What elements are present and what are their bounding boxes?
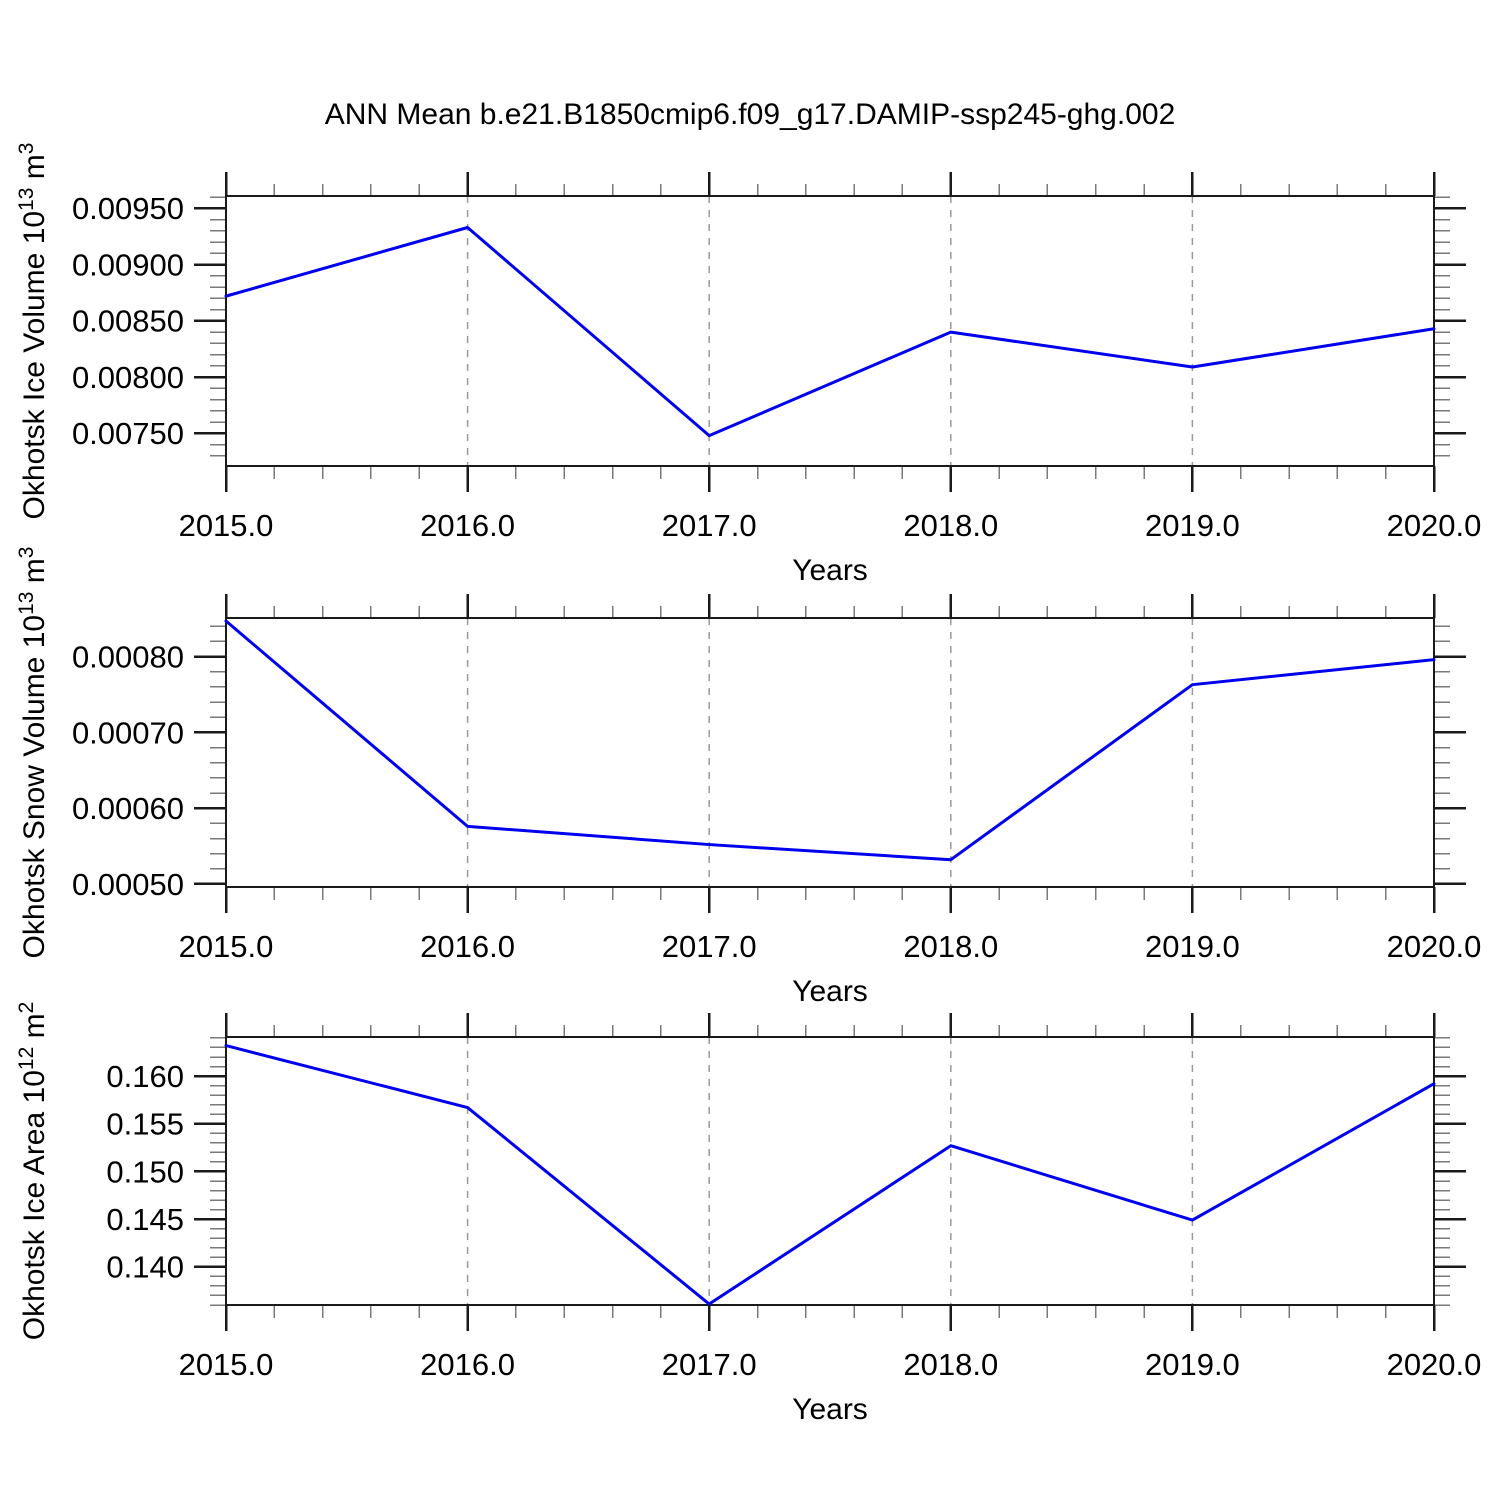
chart-panel-3: 0.140 0.145 0.150 0.155 0.160 2015.0 2016.0 201… (15, 1002, 1481, 1426)
x-axis-title: Years (792, 975, 868, 1008)
x-tick-label: 2017.0 (662, 508, 757, 543)
chart-panel-1: 0.00750 0.00800 0.00850 0.00900 0.00950 2015.… (15, 143, 1481, 587)
data-line-series (224, 1044, 1436, 1306)
y-axis-title: Okhotsk Snow Volume 1013 m3 (15, 547, 51, 959)
y-axis-title: Okhotsk Ice Volume 1013 m3 (15, 143, 51, 520)
x-tick-label: 2016.0 (420, 1347, 515, 1382)
x-tick-label: 2019.0 (1145, 1347, 1240, 1382)
x-tick-label: 2018.0 (903, 1347, 998, 1382)
x-tick-label: 2015.0 (179, 1347, 274, 1382)
x-tick-label: 2018.0 (903, 929, 998, 964)
x-tick-label: 2017.0 (662, 1347, 757, 1382)
x-tick-label: 2016.0 (420, 929, 515, 964)
x-tick-label: 2020.0 (1387, 929, 1482, 964)
x-tick-label: 2018.0 (903, 508, 998, 543)
x-tick-label: 2020.0 (1387, 1347, 1482, 1382)
y-axis-title: Okhotsk Ice Area 1012 m2 (15, 1002, 51, 1341)
x-tick-label: 2019.0 (1145, 929, 1240, 964)
x-tick-label: 2015.0 (179, 929, 274, 964)
data-line-series (224, 226, 1436, 438)
y-tick-label: 0.00070 (72, 715, 184, 750)
y-tick-label: 0.00800 (72, 360, 184, 395)
plot-frame (225, 195, 1435, 467)
plot-frame (225, 617, 1435, 888)
chart-panel-2: 0.00050 0.00060 0.00070 0.00080 2015.0 2016.0… (15, 547, 1481, 1008)
y-tick-label: 0.00750 (72, 416, 184, 451)
y-tick-label: 0.145 (106, 1202, 184, 1237)
x-axis-title: Years (792, 1393, 868, 1426)
y-tick-label: 0.00060 (72, 791, 184, 826)
x-tick-label: 2019.0 (1145, 508, 1240, 543)
x-tick-label: 2020.0 (1387, 508, 1482, 543)
y-tick-label: 0.160 (106, 1059, 184, 1094)
y-tick-label: 0.00850 (72, 304, 184, 339)
plot-frame (225, 1036, 1435, 1306)
y-tick-label: 0.00950 (72, 191, 184, 226)
y-tick-label: 0.00050 (72, 867, 184, 902)
x-tick-label: 2017.0 (662, 929, 757, 964)
x-tick-label: 2015.0 (179, 508, 274, 543)
x-tick-label: 2016.0 (420, 508, 515, 543)
y-tick-label: 0.150 (106, 1154, 184, 1189)
y-tick-label: 0.140 (106, 1250, 184, 1285)
x-axis-title: Years (792, 554, 868, 587)
y-tick-label: 0.155 (106, 1107, 184, 1142)
data-line-series (224, 619, 1436, 862)
y-tick-label: 0.00080 (72, 639, 184, 674)
figure-title: ANN Mean b.e21.B1850cmip6.f09_g17.DAMIP-… (324, 98, 1176, 131)
y-tick-label: 0.00900 (72, 247, 184, 282)
